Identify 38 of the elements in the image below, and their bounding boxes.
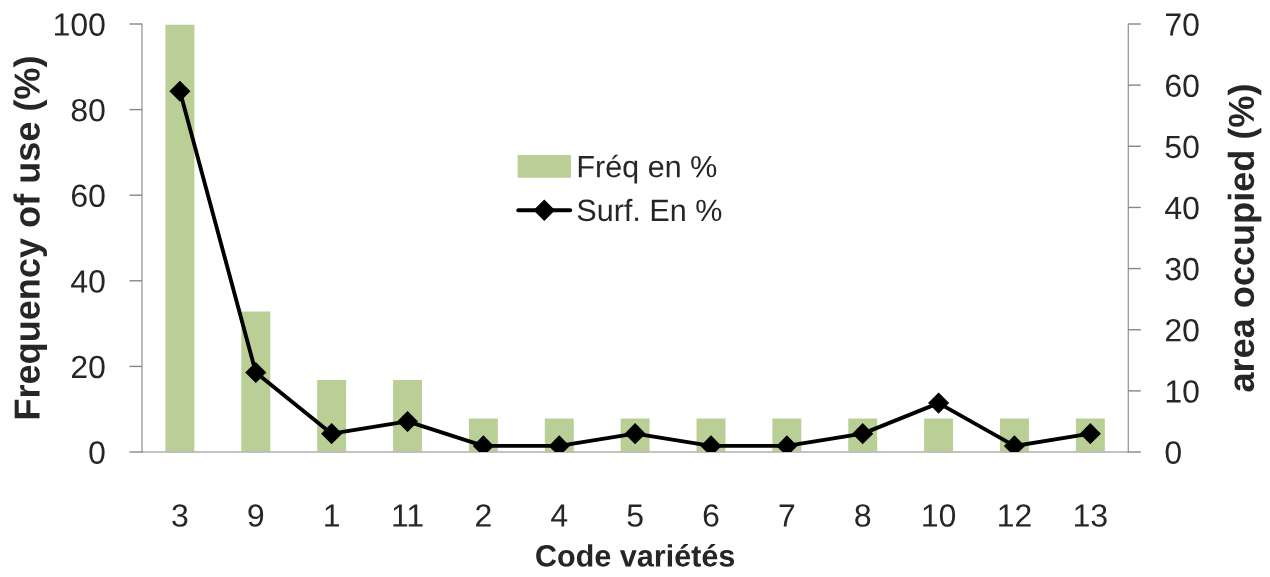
y-tick-label: 20: [71, 355, 105, 379]
bar: [164, 24, 196, 453]
point: [321, 423, 342, 445]
y-tick-label: 0: [89, 441, 105, 464]
x-tick-label: 7: [779, 504, 795, 527]
point: [928, 392, 949, 414]
y2-tick-label: 20: [1165, 319, 1199, 342]
point: [169, 80, 191, 102]
y-tick-label: 60: [71, 184, 105, 208]
x-tick-label: 8: [855, 504, 871, 527]
x-tick-label: 11: [393, 504, 423, 527]
legend-label: Fréq en %: [578, 154, 717, 184]
y2-axis-title: area occupied (%): [1227, 85, 1262, 392]
legend-label: Surf. En %: [577, 198, 722, 222]
x-tick-label: 5: [627, 504, 643, 527]
x-tick-label: 3: [172, 504, 188, 527]
y2-tick-label: 0: [1165, 441, 1181, 464]
y2-tick-label: 30: [1165, 257, 1199, 281]
y2-tick-label: 50: [1165, 135, 1199, 159]
y-tick-label: 100: [55, 13, 105, 36]
y2-tick-label: 40: [1165, 196, 1199, 220]
x-tick-label: 6: [703, 504, 719, 527]
y2-tick-label: 60: [1166, 74, 1199, 98]
x-tick-label: 9: [248, 504, 264, 527]
x-tick-label: 12: [999, 504, 1031, 527]
y2-tick-label: 10: [1166, 380, 1199, 403]
x-tick-label: 2: [476, 504, 491, 527]
x-axis-title: Code variétés: [536, 544, 735, 567]
y-axis-title: Frequency of use (%): [13, 57, 48, 419]
point: [245, 362, 267, 383]
y-tick-label: 80: [71, 98, 105, 122]
y-tick-label: 40: [71, 270, 105, 293]
bar: [922, 417, 955, 453]
x-tick-label: 10: [923, 504, 956, 527]
x-tick-label: 1: [325, 504, 339, 527]
x-tick-label: 4: [551, 504, 568, 527]
x-tick-label: 13: [1075, 504, 1107, 527]
y2-tick-label: 70: [1166, 13, 1199, 36]
